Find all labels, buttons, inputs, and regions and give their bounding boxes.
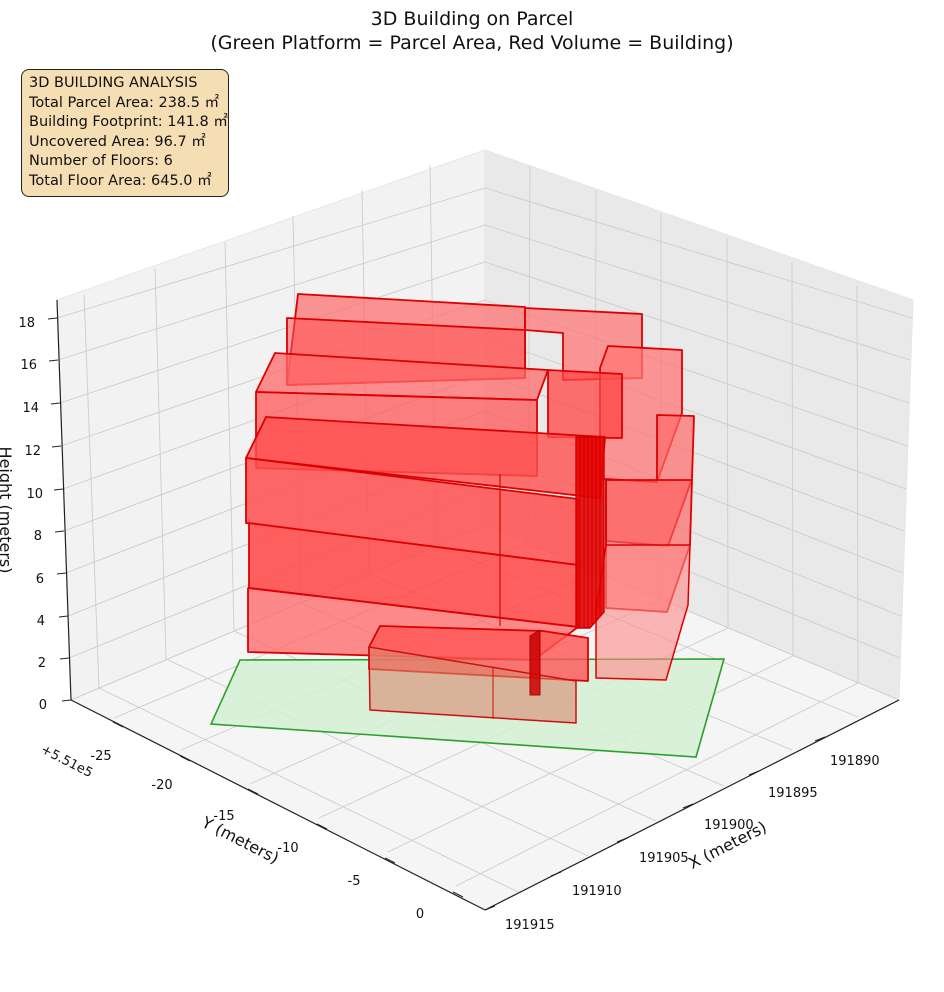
z-tick-label: 18 — [18, 316, 35, 331]
z-tick-label: 6 — [36, 572, 44, 587]
z-tick-label: 2 — [38, 656, 46, 671]
z-tick-label: 4 — [37, 614, 45, 629]
info-number-of-floors: Number of Floors: 6 — [29, 153, 173, 170]
info-building-footprint: Building Footprint: 141.8 ㎡ — [29, 114, 228, 131]
y-tick-label: -15 — [213, 809, 234, 824]
y-tick-label: -10 — [277, 841, 298, 856]
building-curved-wall — [575, 436, 605, 629]
z-tick-label: 16 — [20, 358, 37, 373]
y-axis-line — [70, 699, 486, 911]
building-volume — [245, 293, 695, 724]
z-tick-label: 10 — [26, 487, 43, 502]
building-ground-curve — [529, 629, 541, 696]
z-ticks: 0 2 4 6 8 10 12 14 16 18 — [18, 316, 72, 713]
x-ticks: 191890 191895 191900 191905 191910 19191… — [484, 736, 880, 933]
info-total-floor-area: Total Floor Area: 645.0 ㎡ — [29, 172, 212, 189]
x-tick-label: 191905 — [639, 851, 689, 866]
x-tick-label: 191915 — [505, 918, 555, 933]
y-axis-label: Y (meters) — [198, 812, 282, 867]
info-total-parcel-area: Total Parcel Area: 238.5 ㎡ — [29, 94, 220, 111]
z-tick-label: 14 — [22, 401, 39, 416]
building-curved-ribs — [579, 437, 601, 628]
x-tick-label: 191910 — [572, 884, 622, 899]
x-tick-label: 191890 — [830, 754, 880, 769]
y-tick-label: 0 — [416, 907, 424, 922]
chart-title-line1: 3D Building on Parcel — [371, 8, 574, 30]
chart-title-line2: (Green Platform = Parcel Area, Red Volum… — [210, 32, 733, 54]
info-uncovered-area: Uncovered Area: 96.7 ㎡ — [29, 133, 206, 150]
x-tick-label: 191895 — [768, 786, 818, 801]
y-tick-label: -20 — [151, 778, 172, 793]
z-axis-line — [56, 299, 72, 701]
y-tick-label: -5 — [348, 874, 361, 889]
info-heading: 3D BUILDING ANALYSIS — [29, 75, 198, 91]
building-face-mid-upper-notch — [547, 369, 623, 439]
z-tick-label: 12 — [24, 444, 41, 459]
z-tick-label: 0 — [39, 698, 47, 713]
building-face-ground-front — [368, 646, 577, 724]
z-axis-label: Height (meters) — [0, 447, 15, 574]
building-analysis-box: 3D BUILDING ANALYSIS Total Parcel Area: … — [21, 69, 229, 197]
y-offset-label: +5.51e5 — [38, 742, 95, 781]
z-tick-label: 8 — [34, 529, 42, 544]
y-ticks: -25 -20 -15 -10 -5 0 — [90, 721, 464, 922]
x-tick-label: 191900 — [704, 818, 754, 833]
y-tick-label: -25 — [90, 749, 111, 764]
